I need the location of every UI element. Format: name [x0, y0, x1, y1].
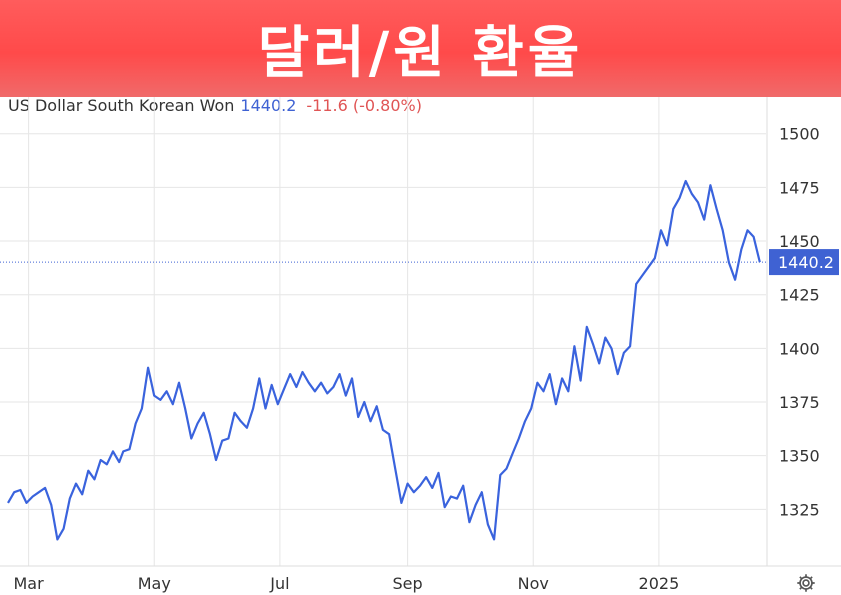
y-tick-label: 1450	[779, 232, 820, 251]
gear-icon[interactable]	[795, 572, 817, 594]
y-tick-label: 1375	[779, 393, 820, 412]
y-tick-label: 1425	[779, 286, 820, 305]
y-tick-label: 1475	[779, 178, 820, 197]
grid	[0, 97, 841, 567]
y-tick-label: 1500	[779, 125, 820, 144]
axis-ticks: 1325 1350 1375 1400 1425 1450 1475 1500 Mar May Ju…	[14, 125, 820, 593]
last-value-badge-box	[769, 249, 839, 276]
x-tick-label: 2025	[639, 574, 680, 593]
x-tick-label: May	[138, 574, 171, 593]
series-line	[7, 179, 761, 541]
x-tick-label: Jul	[269, 574, 289, 593]
last-price: 1440.2	[240, 96, 297, 115]
x-tick-label: Nov	[518, 574, 549, 593]
last-value-badge: 1440.2	[769, 249, 839, 276]
price-change: -11.6 (-0.80%)	[306, 96, 422, 115]
y-tick-label: 1400	[779, 339, 820, 358]
title-banner: 달러/원 환율	[0, 0, 841, 97]
last-value-badge-label: 1440.2	[778, 253, 834, 272]
x-tick-label: Sep	[393, 574, 423, 593]
banner-title: 달러/원 환율	[257, 21, 584, 86]
y-tick-label: 1325	[779, 500, 820, 519]
instrument-header: US Dollar South Korean Won 1440.2 -11.6 (-…	[8, 96, 422, 115]
x-tick-label: Mar	[14, 574, 45, 593]
y-tick-label: 1350	[779, 447, 820, 466]
series-name: US Dollar South Korean Won	[8, 96, 235, 115]
